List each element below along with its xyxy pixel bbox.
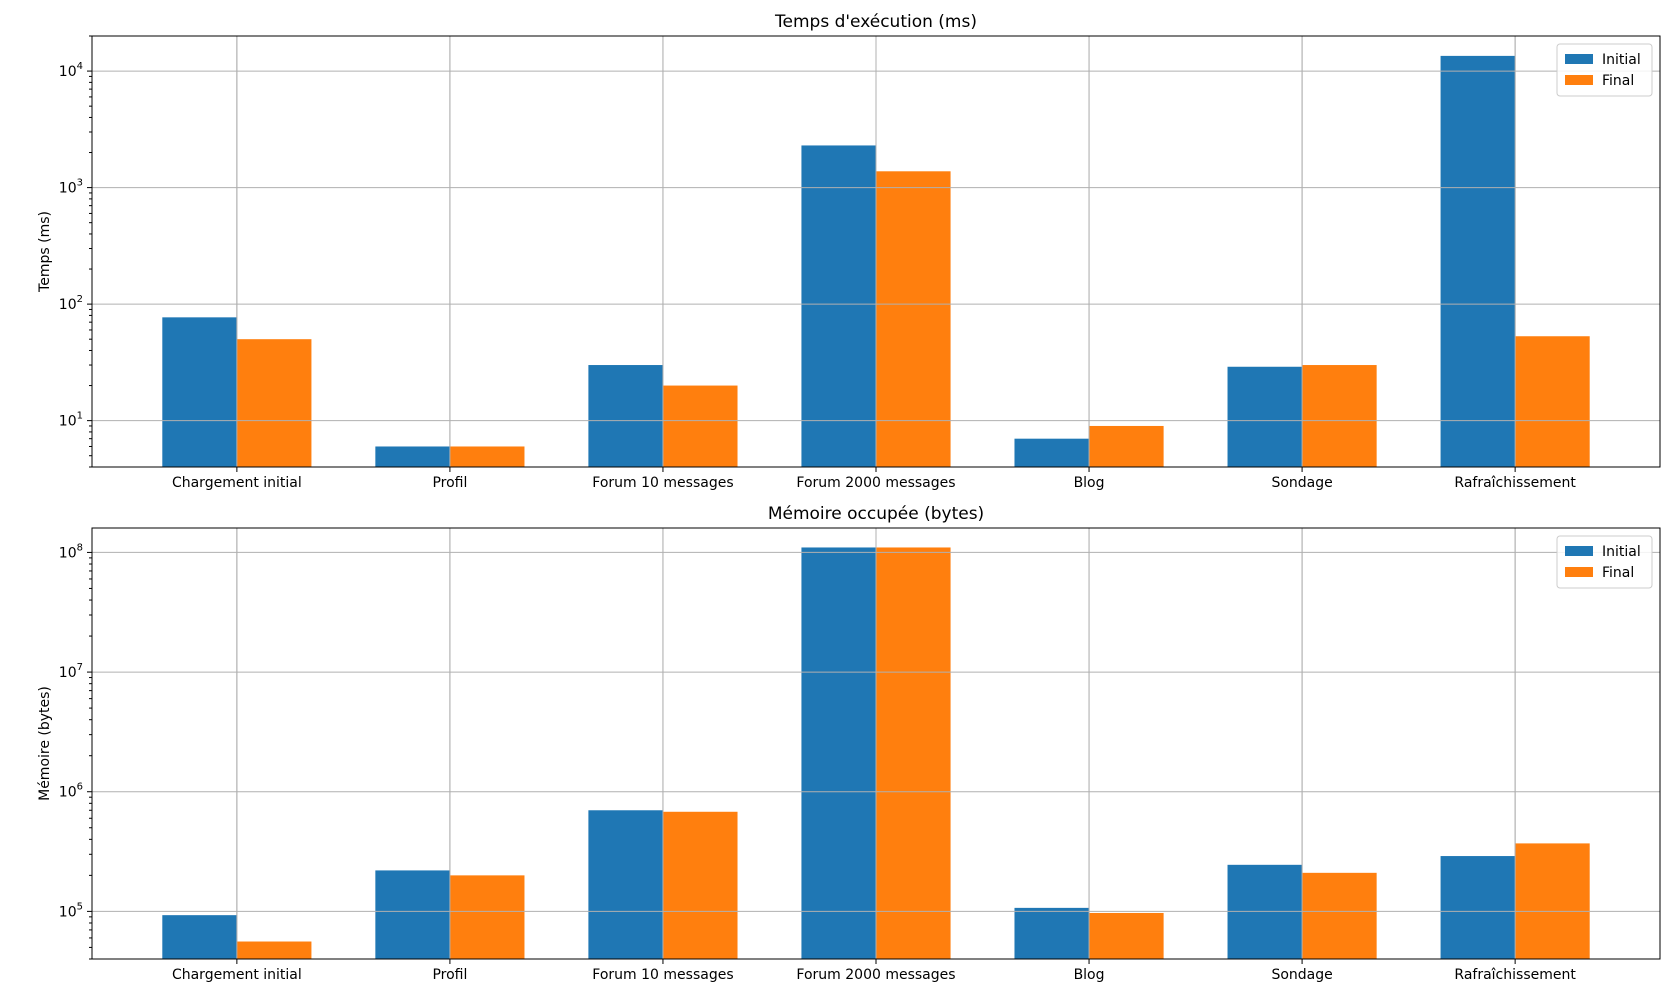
y-tick-label: 107 [59, 662, 83, 681]
y-tick-label-base: 10 [59, 785, 77, 801]
bar-initial-2 [375, 446, 450, 467]
bar-initial-2 [375, 870, 450, 959]
bar-initial-4 [801, 547, 876, 959]
y-axis-label: Mémoire (bytes) [37, 686, 53, 801]
bar-final-4 [876, 547, 951, 959]
y-tick-label-exponent: 7 [77, 662, 83, 673]
bar-initial-3 [588, 810, 663, 959]
bar-initial-1 [162, 317, 237, 467]
y-tick-label-exponent: 8 [77, 542, 83, 553]
legend-label-initial: Initial [1602, 52, 1641, 68]
y-tick-label-exponent: 5 [77, 901, 83, 912]
legend: Initial Final [1556, 43, 1653, 97]
y-tick-label-base: 10 [59, 904, 77, 920]
x-tick-label: Rafraîchissement [1454, 475, 1576, 491]
x-tick-label: Sondage [1271, 475, 1332, 491]
legend-label-final: Final [1602, 73, 1634, 89]
y-tick-label-exponent: 3 [77, 178, 83, 189]
y-tick-label: 102 [59, 294, 83, 313]
x-tick-label: Forum 2000 messages [796, 967, 955, 983]
x-tick-label: Profil [432, 967, 467, 983]
y-tick-label-base: 10 [59, 414, 77, 430]
bar-initial-6 [1227, 864, 1303, 959]
x-tick-label: Chargement initial [172, 475, 302, 491]
bar-final-3 [662, 811, 738, 959]
legend: Initial Final [1556, 535, 1653, 589]
y-tick-label-exponent: 2 [77, 294, 83, 305]
y-tick-label-exponent: 4 [77, 61, 83, 72]
x-tick-label: Forum 10 messages [592, 475, 733, 491]
x-tick-label: Forum 2000 messages [796, 475, 955, 491]
y-tick-label-base: 10 [59, 665, 77, 681]
bar-final-4 [876, 171, 951, 467]
bar-initial-3 [588, 365, 663, 467]
legend-swatch-initial [1565, 54, 1593, 64]
y-tick-label-exponent: 1 [77, 411, 83, 422]
bar-initial-6 [1227, 366, 1303, 467]
bar-final-5 [1089, 912, 1164, 959]
x-tick-label: Chargement initial [172, 967, 302, 983]
legend-label-initial: Initial [1602, 544, 1641, 560]
y-tick-label-base: 10 [59, 181, 77, 197]
bar-final-7 [1515, 843, 1590, 959]
bar-final-6 [1302, 872, 1377, 959]
y-tick-label-base: 10 [59, 297, 77, 313]
y-axis-label: Temps (ms) [37, 211, 53, 293]
x-tick-label: Blog [1074, 475, 1105, 491]
y-tick-label-exponent: 6 [77, 782, 83, 793]
legend-swatch-final [1565, 75, 1593, 85]
y-tick-label: 106 [59, 782, 83, 801]
x-tick-label: Profil [432, 475, 467, 491]
y-tick-label: 104 [59, 61, 83, 80]
bar-initial-4 [801, 145, 876, 467]
bar-final-2 [449, 446, 525, 467]
y-tick-label-base: 10 [59, 64, 77, 80]
bar-initial-5 [1014, 907, 1090, 959]
legend-label-final: Final [1602, 565, 1634, 581]
bar-final-2 [449, 875, 525, 959]
x-tick-label: Rafraîchissement [1454, 967, 1576, 983]
bar-final-1 [236, 941, 312, 959]
chart-title: Temps d'exécution (ms) [774, 12, 977, 32]
bar-final-1 [236, 339, 312, 467]
x-tick-label: Sondage [1271, 967, 1332, 983]
bar-initial-5 [1014, 438, 1090, 467]
chart-title: Mémoire occupée (bytes) [768, 504, 984, 524]
bar-initial-7 [1440, 856, 1516, 959]
bar-initial-7 [1440, 55, 1516, 467]
y-tick-label: 101 [59, 411, 83, 430]
y-tick-label-base: 10 [59, 545, 77, 561]
legend-swatch-initial [1565, 546, 1593, 556]
y-tick-label: 103 [59, 178, 83, 197]
bar-final-7 [1515, 336, 1590, 467]
bar-final-6 [1302, 365, 1377, 467]
bar-initial-1 [162, 915, 237, 959]
y-tick-label: 105 [59, 901, 83, 920]
legend-swatch-final [1565, 567, 1593, 577]
bar-final-3 [662, 385, 738, 467]
x-tick-label: Blog [1074, 967, 1105, 983]
x-tick-label: Forum 10 messages [592, 967, 733, 983]
bar-final-5 [1089, 425, 1164, 467]
y-tick-label: 108 [59, 542, 83, 561]
